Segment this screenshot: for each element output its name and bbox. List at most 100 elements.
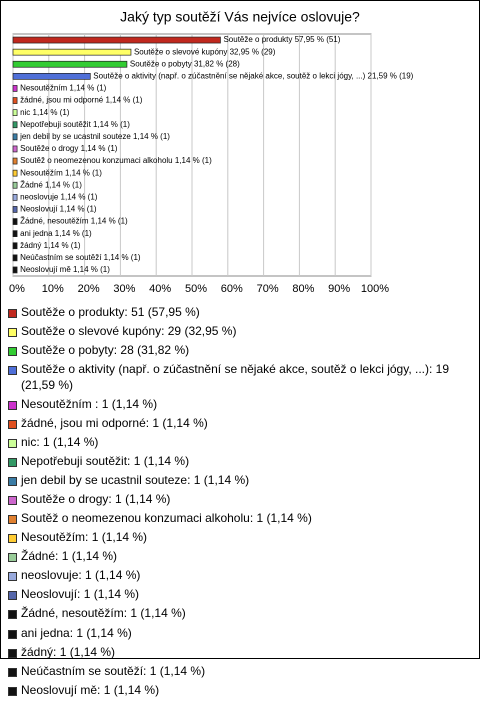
legend-swatch (8, 419, 17, 429)
legend-item: Žádné: 1 (1,14 %) (8, 549, 470, 565)
chart: Jaký typ soutěží Vás nejvíce oslovuje? 0… (9, 9, 414, 295)
legend-swatch (8, 309, 17, 318)
data-label: Soutěže o produkty 57,95 % (51) (223, 35, 340, 44)
x-tick-label: 80% (292, 283, 314, 295)
legend-item: jen debil by se ucastnil souteze: 1 (1,1… (8, 473, 470, 489)
legend-item: Soutěže o produkty: 51 (57,95 %) (8, 305, 470, 321)
legend-item: Žádné, nesoutěžím: 1 (1,14 %) (8, 606, 470, 622)
x-tick-label: 50% (185, 283, 207, 295)
legend-swatch (8, 347, 17, 357)
data-label: Soutěže o pobyty 31,82 % (28) (130, 59, 240, 68)
legend-label: jen debil by se ucastnil souteze: 1 (1,1… (21, 473, 250, 488)
bar (12, 97, 18, 104)
legend-item: žádný: 1 (1,14 %) (8, 645, 470, 661)
legend-label: Neoslovují mě: 1 (1,14 %) (21, 682, 160, 697)
legend-swatch (8, 439, 17, 449)
x-tick-label: 20% (78, 283, 100, 295)
data-label: Žádné, nesoutěžím 1,14 % (1) (20, 217, 128, 226)
legend-swatch (8, 553, 17, 563)
bar (12, 36, 221, 44)
x-tick-label: 30% (113, 283, 135, 295)
legend-swatch (8, 572, 17, 582)
legend-item: Neoslovují mě: 1 (1,14 %) (8, 683, 470, 699)
data-label: Neoslovují mě 1,14 % (1) (20, 265, 110, 274)
legend-label: Soutěže o pobyty: 28 (31,82 %) (21, 343, 190, 358)
x-tick-label: 10% (42, 283, 64, 295)
legend-label: žádný: 1 (1,14 %) (21, 644, 116, 659)
bar (12, 72, 91, 80)
bar (12, 60, 128, 68)
x-tick-label: 100% (361, 283, 389, 295)
bar (12, 194, 18, 201)
legend-label: Nesoutěžním : 1 (1,14 %) (21, 396, 158, 411)
legend-label: ani jedna: 1 (1,14 %) (21, 625, 132, 640)
data-label: Žádné 1,14 % (1) (20, 180, 82, 189)
bar (12, 266, 18, 274)
legend-swatch (8, 686, 17, 696)
bar (12, 242, 18, 250)
legend-item: Soutěže o pobyty: 28 (31,82 %) (8, 343, 470, 359)
legend-item: Soutěže o aktivity (např. o zúčastnění s… (8, 362, 470, 394)
legend-swatch (8, 400, 17, 410)
bar (12, 206, 18, 213)
data-label: Nesoutěžním 1,14 % (1) (20, 84, 107, 93)
chart-title: Jaký typ soutěží Vás nejvíce oslovuje? (120, 9, 360, 25)
legend-swatch (8, 648, 17, 658)
bar (12, 121, 18, 129)
data-label: ani jedna 1,14 % (1) (20, 229, 92, 238)
legend-swatch (8, 610, 17, 620)
bar (12, 254, 18, 262)
bar (12, 230, 18, 237)
legend-swatch (8, 496, 17, 506)
data-label: Soutěže o slevové kupóny 32,95 % (29) (134, 47, 276, 56)
legend-item: Soutěže o drogy: 1 (1,14 %) (8, 492, 470, 508)
data-label: Soutěže o drogy 1,14 % (1) (20, 144, 118, 153)
legend-label: Neúčastním se soutěží: 1 (1,14 %) (21, 663, 206, 678)
x-tick-label: 70% (257, 283, 279, 295)
legend-label: neoslovuje: 1 (1,14 %) (21, 568, 141, 583)
x-tick-label: 60% (221, 283, 243, 295)
legend-label: Neoslovují: 1 (1,14 %) (21, 587, 140, 602)
x-tick-label: 40% (149, 283, 171, 295)
legend-item: Soutěže o slevové kupóny: 29 (32,95 %) (8, 324, 470, 340)
legend-label: Nepotřebuji soutěžit: 1 (1,14 %) (21, 454, 190, 469)
legend-label: Soutěž o neomezenou konzumaci alkoholu: … (21, 511, 312, 526)
legend-swatch (8, 458, 17, 468)
legend-swatch (8, 477, 17, 487)
data-label: nic 1,14 % (1) (20, 108, 70, 117)
legend-item: neoslovuje: 1 (1,14 %) (8, 568, 470, 584)
data-label: neoslovuje 1,14 % (1) (20, 192, 98, 201)
legend-swatch (8, 515, 17, 525)
legend-swatch (8, 629, 17, 639)
legend-item: Neúčastním se soutěží: 1 (1,14 %) (8, 664, 470, 680)
legend-label: Nesoutěžím: 1 (1,14 %) (21, 530, 148, 545)
data-label: žádné, jsou mi odporné 1,14 % (1) (20, 96, 143, 105)
bar (12, 157, 18, 165)
data-label: Soutěž o neomezenou konzumaci alkoholu 1… (20, 156, 212, 165)
legend-swatch (8, 667, 17, 677)
data-label: Neoslovují 1,14 % (1) (20, 205, 97, 214)
bar (12, 145, 18, 153)
legend-item: Nesoutěžím: 1 (1,14 %) (8, 530, 470, 546)
data-label: jen debil by se ucastnil souteze 1,14 % … (19, 132, 170, 141)
x-tick-label: 0% (9, 283, 25, 295)
legend-item: nic: 1 (1,14 %) (8, 435, 470, 451)
bar (12, 109, 18, 117)
legend: Soutěže o produkty: 51 (57,95 %) Soutěže … (8, 305, 470, 702)
legend-item: Soutěž o neomezenou konzumaci alkoholu: … (8, 511, 470, 527)
bar (12, 133, 18, 141)
data-label: Nepotřebuji soutěžit 1,14 % (1) (20, 120, 130, 129)
legend-label: Soutěže o slevové kupóny: 29 (32,95 %) (21, 324, 237, 339)
legend-item: Nesoutěžním : 1 (1,14 %) (8, 397, 470, 413)
bar (12, 85, 18, 92)
x-tick-label: 90% (328, 283, 350, 295)
legend-swatch (8, 366, 17, 376)
legend-label: Soutěže o produkty: 51 (57,95 %) (21, 305, 200, 319)
bar (12, 181, 18, 189)
data-label: Nesoutěžím 1,14 % (1) (20, 168, 102, 177)
legend-label: Soutěže o drogy: 1 (1,14 %) (21, 492, 171, 507)
bar (12, 169, 18, 177)
legend-item: Neoslovují: 1 (1,14 %) (8, 587, 470, 603)
data-label: Soutěže o aktivity (např. o zúčastnění s… (93, 71, 413, 80)
legend-swatch (8, 591, 17, 601)
